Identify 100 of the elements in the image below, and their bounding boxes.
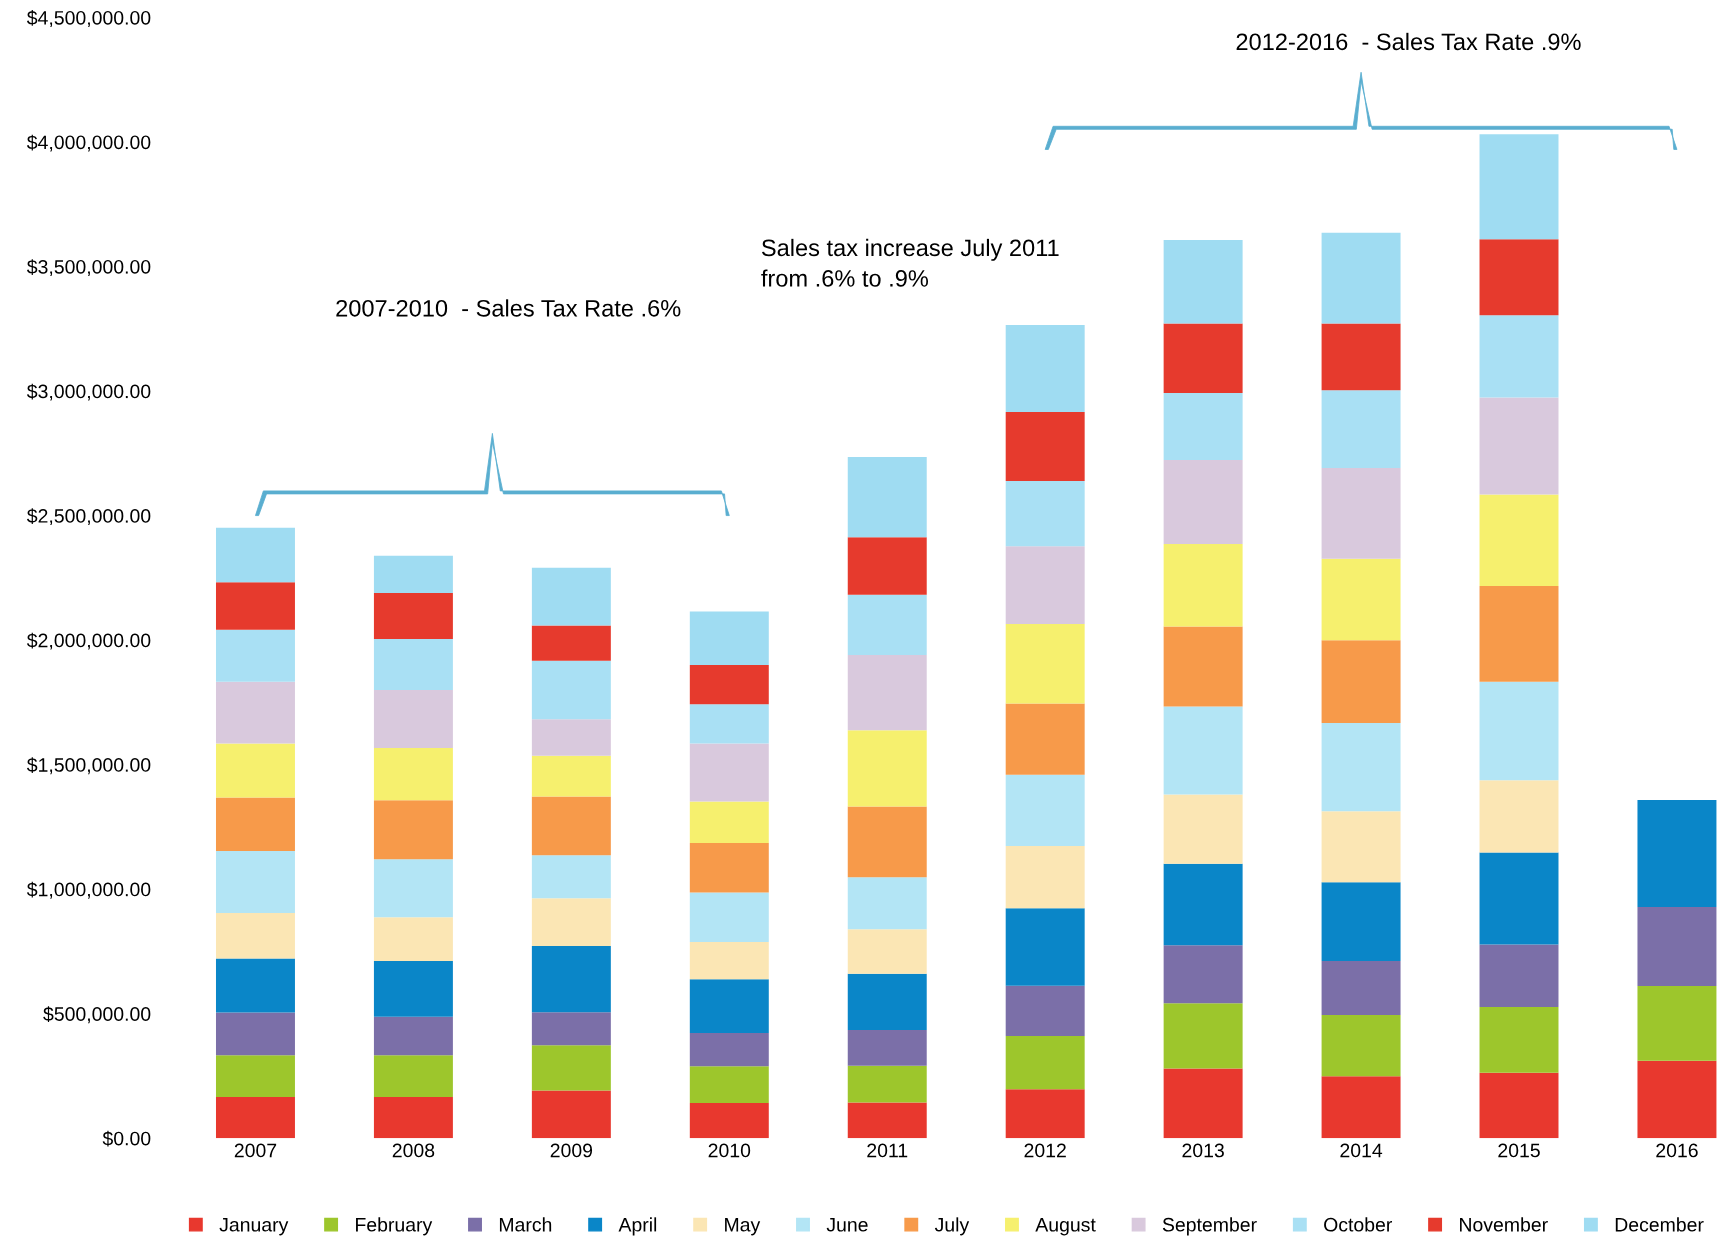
bar — [689, 941, 769, 980]
bar — [1321, 323, 1401, 391]
x-tick-label: 2013 — [1182, 1143, 1224, 1158]
annotation: 2012-2016 - Sales Tax Rate .9% — [1236, 32, 1581, 51]
bar — [373, 1055, 453, 1098]
legend-label: October — [1324, 1217, 1392, 1232]
bar — [373, 917, 453, 962]
bar — [531, 855, 611, 899]
bar — [1321, 723, 1401, 812]
bar — [1637, 1060, 1717, 1139]
bar — [1479, 134, 1559, 240]
x-tick-label: 2010 — [708, 1143, 751, 1158]
bar — [531, 898, 611, 946]
bar — [1163, 460, 1243, 544]
bar — [215, 743, 295, 798]
bar — [531, 796, 611, 856]
bar — [1005, 325, 1085, 412]
y-tick-label: $3,000,000.00 — [26, 383, 151, 401]
bar — [1005, 546, 1085, 624]
bar — [1321, 961, 1401, 1015]
bar — [1005, 623, 1085, 704]
annotation: 2007-2010 - Sales Tax Rate .6% — [336, 299, 681, 317]
bar — [847, 1065, 927, 1103]
bar — [1637, 907, 1717, 987]
bar — [1479, 681, 1559, 781]
bar — [1479, 780, 1559, 853]
legend-label: June — [826, 1218, 868, 1232]
y-tick-label: $3,500,000.00 — [26, 259, 151, 277]
bar — [215, 797, 295, 852]
bar — [689, 664, 769, 705]
bar — [847, 929, 927, 974]
bar — [1163, 945, 1243, 1004]
bar — [1163, 240, 1243, 324]
bar — [373, 555, 453, 594]
bar — [215, 681, 295, 744]
bar — [689, 979, 769, 1034]
bar — [1005, 411, 1085, 481]
bar — [215, 582, 295, 630]
legend-label: August — [1035, 1218, 1096, 1236]
bar — [1479, 944, 1559, 1007]
bar — [373, 747, 453, 801]
bar — [531, 719, 611, 756]
bar — [689, 611, 769, 665]
bar — [1321, 640, 1401, 724]
bar — [1637, 986, 1717, 1061]
bar — [531, 755, 611, 797]
bar — [373, 689, 453, 748]
legend-label: July — [934, 1217, 970, 1236]
bar — [847, 806, 927, 878]
bar — [215, 1055, 295, 1098]
bar — [689, 704, 769, 744]
x-tick-label: 2016 — [1656, 1143, 1698, 1158]
y-tick-label: $500,000.00 — [43, 1006, 151, 1024]
bar — [1321, 882, 1401, 962]
bar — [1479, 1006, 1559, 1073]
bar — [847, 594, 927, 656]
y-tick-label: $2,500,000.00 — [26, 508, 151, 526]
bar — [531, 660, 611, 720]
y-tick-label: $1,000,000.00 — [26, 881, 151, 899]
bar — [215, 1097, 295, 1139]
legend-label: April — [618, 1217, 657, 1236]
bar — [1005, 703, 1085, 775]
x-tick-label: 2008 — [392, 1143, 435, 1158]
bar — [215, 629, 295, 682]
bar — [1321, 390, 1401, 468]
bar — [215, 527, 295, 583]
bar — [1163, 323, 1243, 394]
x-tick-label: 2012 — [1024, 1143, 1066, 1158]
bar — [215, 958, 295, 1013]
bar — [1163, 393, 1243, 461]
bar — [847, 730, 927, 807]
bar — [373, 593, 453, 640]
bar — [373, 800, 453, 860]
bar — [1005, 1036, 1085, 1090]
bar — [1163, 1003, 1243, 1069]
bar — [1163, 1068, 1243, 1139]
bar — [689, 743, 769, 802]
y-tick-label: $4,000,000.00 — [26, 134, 151, 152]
bar — [1005, 480, 1085, 547]
bar — [1321, 811, 1401, 883]
y-tick-label: $2,000,000.00 — [26, 632, 151, 650]
bar — [1479, 494, 1559, 587]
bar — [1479, 239, 1559, 316]
bar — [1163, 626, 1243, 707]
bar — [1321, 558, 1401, 641]
bar — [1479, 315, 1559, 398]
bar — [847, 877, 927, 930]
bar — [1163, 543, 1243, 627]
bar — [215, 913, 295, 959]
bar — [1005, 985, 1085, 1037]
bar — [215, 851, 295, 914]
bar — [1005, 774, 1085, 847]
legend-label: March — [499, 1217, 552, 1232]
bar — [847, 655, 927, 731]
bar — [689, 843, 769, 893]
bar — [1321, 468, 1401, 559]
legend-label: November — [1460, 1217, 1548, 1232]
bar — [1479, 1072, 1559, 1139]
annotation: Sales tax increase July 2011 from .6% to .9% — [761, 238, 1059, 287]
legend-label: December — [1615, 1217, 1704, 1232]
